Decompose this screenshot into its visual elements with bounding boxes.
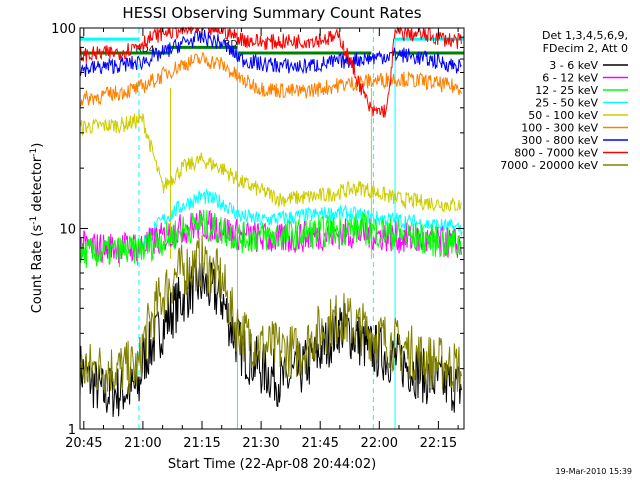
legend-label-25-50-kev: 25 - 50 keV	[535, 97, 598, 110]
series-50-100-kev	[79, 113, 462, 214]
axis-ticks: 1 10 100 20:45 21:00 21:15 21:30 21:45 22:00 22:1…	[51, 22, 464, 451]
legend-label-12-25-kev: 12 - 25 keV	[535, 84, 598, 97]
legend-header-line-1: Det 1,3,4,5,6,9,	[542, 29, 628, 42]
y-tick-label-10: 10	[59, 223, 76, 238]
y-tick-label-100: 100	[51, 22, 76, 37]
flag-label-rd: RD	[224, 39, 237, 49]
x-tick-label-22-15: 22:15	[420, 436, 457, 451]
series-100-300-kev	[79, 51, 462, 108]
chart-title: HESSI Observing Summary Count Rates	[122, 4, 421, 22]
legend-label-100-300-kev: 100 - 300 keV	[521, 122, 598, 135]
x-tick-label-21-00: 21:00	[124, 436, 161, 451]
x-tick-label-21-45: 21:45	[301, 436, 338, 451]
legend-label-7000-20000-kev: 7000 - 20000 keV	[500, 159, 598, 172]
x-tick-label-20-45: 20:45	[65, 436, 102, 451]
legend-label-800-7000-kev: 800 - 7000 keV	[514, 147, 598, 160]
series-800-7000-kev	[79, 26, 462, 118]
series-25-50-kev	[142, 188, 463, 249]
y-tick-label-1: 1	[68, 423, 76, 438]
series-7000-20000-kev	[79, 235, 462, 395]
series-300-800-kev	[79, 29, 462, 78]
x-tick-label-21-30: 21:30	[242, 436, 279, 451]
legend: Det 1,3,4,5,6,9, FDecim 2, Att 0 3 - 6 k…	[500, 29, 628, 172]
x-axis-label: Start Time (22-Apr-08 20:44:02)	[168, 457, 376, 472]
x-tick-label-22-00: 22:00	[361, 436, 398, 451]
y-axis-label: Count Rate (s-1 detector-1)	[29, 143, 45, 314]
series-12-25-kev	[79, 209, 462, 269]
x-tick-label-21-15: 21:15	[183, 436, 220, 451]
series-lines	[79, 26, 463, 418]
legend-label-3-6-kev: 3 - 6 keV	[549, 59, 598, 72]
legend-label-50-100-kev: 50 - 100 keV	[528, 109, 598, 122]
legend-header-line-2: FDecim 2, Att 0	[543, 42, 628, 55]
legend-label-300-800-kev: 300 - 800 keV	[521, 134, 598, 147]
timestamp: 19-Mar-2010 15:39	[556, 467, 633, 476]
legend-label-6-12-kev: 6 - 12 keV	[542, 72, 598, 85]
flag-label-rd4: RD4	[136, 45, 155, 55]
